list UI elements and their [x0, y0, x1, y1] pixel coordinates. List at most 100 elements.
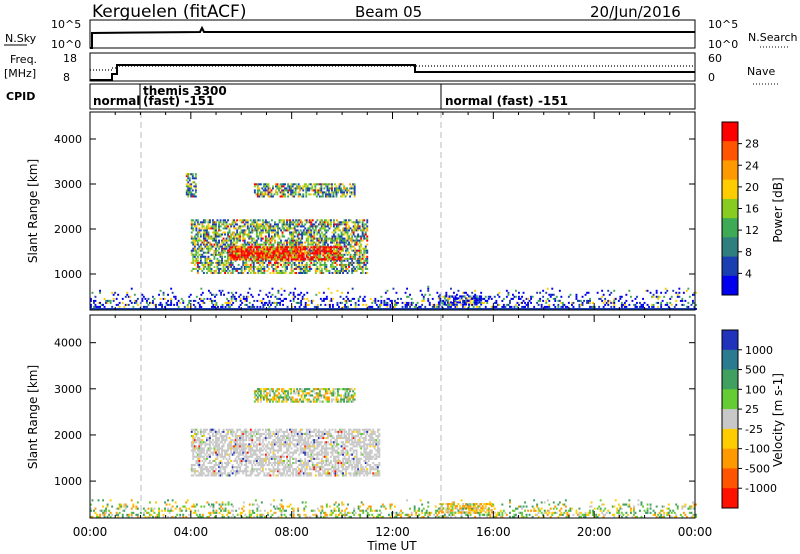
echo-cell [288, 187, 291, 190]
echo-cell [292, 241, 295, 244]
echo-cell [224, 245, 226, 248]
echo-cell [364, 247, 367, 250]
echo-cell [190, 261, 193, 264]
echo-cell [207, 219, 210, 222]
echo-cell [236, 258, 239, 261]
echo-cell [301, 235, 304, 238]
echo-cell [97, 305, 100, 308]
echo-cell [327, 225, 329, 228]
echo-cell [355, 251, 358, 254]
echo-cell [287, 227, 290, 230]
echo-cell [286, 461, 288, 464]
echo-cell [282, 185, 285, 188]
echo-cell [305, 435, 308, 438]
echo-cell [187, 195, 190, 198]
echo-cell [257, 261, 260, 264]
echo-cell [527, 301, 529, 304]
echo-cell [361, 227, 364, 230]
echo-cell [284, 193, 286, 196]
echo-cell [196, 449, 199, 452]
echo-cell [493, 295, 496, 298]
echo-cell [198, 227, 201, 230]
echo-cell [190, 474, 193, 477]
echo-cell [281, 231, 284, 234]
nsky-left-tick-bottom: 10^0 [51, 38, 81, 51]
echo-cell [245, 259, 248, 262]
echo-cell [344, 189, 347, 192]
echo-cell [251, 472, 254, 475]
echo-cell [215, 237, 217, 240]
echo-cell [620, 295, 623, 298]
echo-cell [248, 474, 251, 477]
echo-cell [230, 272, 233, 274]
echo-cell [484, 305, 487, 308]
echo-cell [330, 250, 332, 253]
echo-cell [286, 252, 288, 255]
echo-cell [234, 251, 237, 254]
echo-cell [212, 261, 214, 264]
echo-cell [315, 183, 318, 186]
echo-cell [243, 250, 246, 253]
echo-cell [275, 183, 277, 186]
echo-cell [571, 301, 573, 304]
echo-cell [292, 250, 295, 253]
echo-cell [351, 263, 354, 266]
echo-cell [264, 250, 267, 253]
echo-cell [442, 295, 445, 298]
echo-cell [292, 243, 295, 246]
echo-cell [325, 246, 328, 249]
echo-cell [260, 223, 263, 226]
echo-cell [325, 235, 328, 238]
echo-cell [185, 175, 188, 178]
echo-cell [228, 461, 231, 464]
echo-cell [323, 263, 326, 266]
echo-cell [207, 265, 210, 268]
echo-cell [112, 293, 115, 296]
echo-cell [236, 223, 239, 226]
echo-cell [209, 437, 211, 440]
echo-cell [196, 459, 199, 462]
echo-cell [299, 250, 302, 253]
echo-cell [277, 439, 279, 442]
echo-cell [328, 272, 331, 274]
echo-cell [331, 185, 333, 188]
echo-cell [340, 183, 342, 186]
echo-cell [192, 239, 195, 242]
echo-cell [263, 432, 266, 435]
echo-cell [312, 183, 315, 186]
echo-cell [383, 299, 386, 302]
echo-cell [274, 223, 276, 226]
echo-cell [91, 291, 94, 294]
echo-cell [281, 227, 284, 230]
echo-cell [292, 223, 295, 226]
colorbar-tick-label: 24 [745, 159, 759, 172]
echo-cell [354, 227, 357, 230]
echo-cell [286, 470, 288, 473]
echo-cell [231, 472, 234, 475]
echo-cell [207, 449, 210, 452]
echo-cell [227, 253, 229, 256]
echo-cell [308, 253, 311, 256]
echo-cell [121, 297, 124, 300]
echo-cell [317, 250, 320, 253]
echo-cell [264, 221, 267, 224]
echo-cell [317, 241, 320, 244]
echo-cell [268, 435, 270, 438]
echo-cell [462, 291, 464, 294]
echo-cell [349, 245, 352, 248]
echo-cell [279, 195, 282, 198]
echo-cell [258, 231, 261, 234]
echo-cell [90, 299, 92, 302]
echo-cell [231, 261, 234, 264]
echo-cell [239, 461, 242, 464]
echo-cell [304, 263, 307, 266]
echo-cell [230, 233, 233, 236]
echo-cell [462, 301, 464, 304]
echo-cell [484, 295, 487, 298]
echo-cell [299, 229, 302, 232]
echo-cell [349, 263, 352, 266]
echo-cell [259, 193, 262, 196]
echo-cell [202, 231, 205, 234]
echo-cell [305, 195, 308, 198]
echo-cell [255, 252, 258, 255]
